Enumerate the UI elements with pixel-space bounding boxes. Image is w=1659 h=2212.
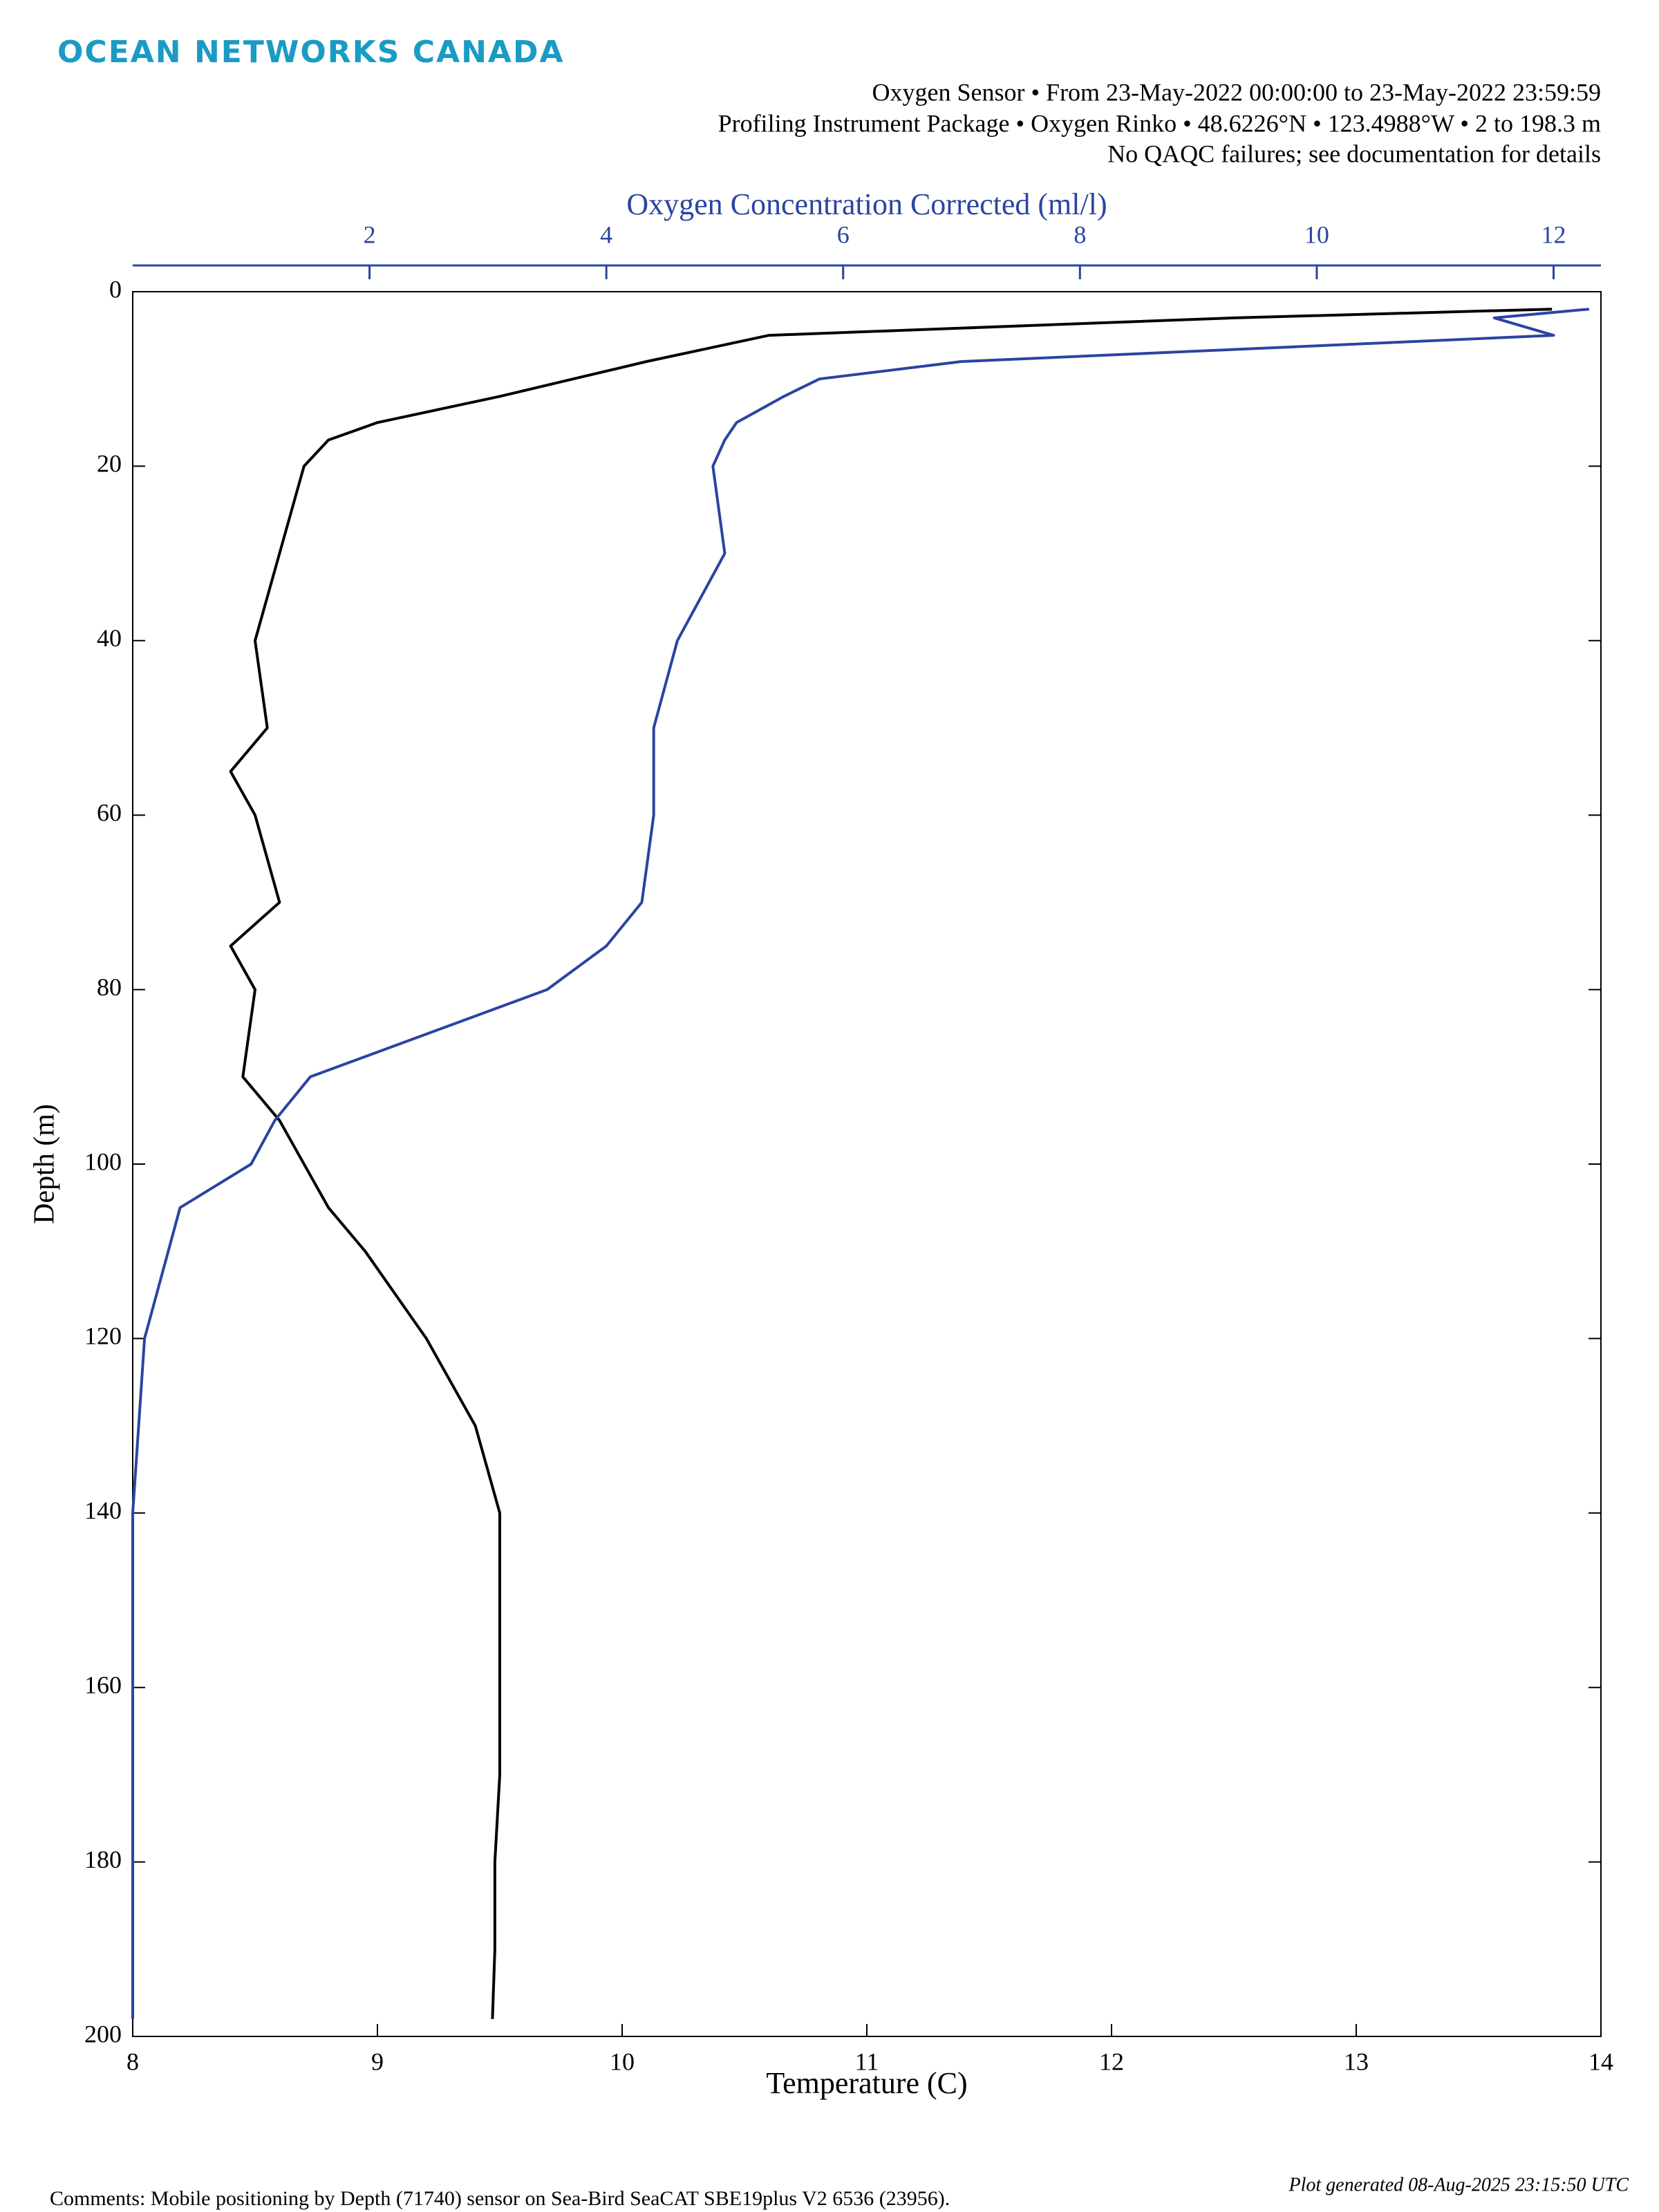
- y-tick-label: 0: [109, 275, 122, 303]
- y-tick-label: 80: [97, 973, 122, 1001]
- x2-tick-label: 10: [1304, 221, 1329, 248]
- x-tick-label: 11: [855, 2047, 879, 2075]
- profile-line: [229, 308, 1553, 2019]
- y-tick-label: 40: [97, 624, 122, 652]
- y-tick-label: 100: [84, 1147, 122, 1175]
- profile-line: [131, 308, 1590, 2019]
- x-tick-label: 8: [126, 2047, 139, 2075]
- y-tick-label: 140: [84, 1497, 122, 1524]
- x2-axis-label: Oxygen Concentration Corrected (ml/l): [626, 187, 1107, 221]
- x2-tick-label: 4: [600, 221, 612, 248]
- y-tick-label: 200: [84, 2020, 122, 2047]
- y-tick-label: 180: [84, 1846, 122, 1873]
- header-line: No QAQC failures; see documentation for …: [1107, 140, 1601, 167]
- x-tick-label: 14: [1588, 2047, 1613, 2075]
- y-tick-label: 60: [97, 798, 122, 826]
- y-tick-label: 20: [97, 450, 122, 478]
- x-tick-label: 12: [1099, 2047, 1124, 2075]
- y-tick-label: 120: [84, 1322, 122, 1350]
- x2-tick-label: 8: [1074, 221, 1086, 248]
- header-line: Oxygen Sensor • From 23-May-2022 00:00:0…: [872, 78, 1601, 106]
- generated-note: Plot generated 08-Aug-2025 23:15:50 UTC: [1288, 2174, 1629, 2195]
- comments: Comments: Mobile positioning by Depth (7…: [50, 2187, 950, 2210]
- x-tick-label: 9: [371, 2047, 384, 2075]
- logo: OCEAN NETWORKS CANADA: [57, 35, 565, 70]
- x2-tick-label: 2: [364, 221, 376, 248]
- x2-tick-label: 6: [837, 221, 850, 248]
- x-tick-label: 10: [610, 2047, 635, 2075]
- x-tick-label: 13: [1344, 2047, 1369, 2075]
- x2-tick-label: 12: [1541, 221, 1566, 248]
- y-axis-label: Depth (m): [29, 1104, 61, 1224]
- y-tick-label: 160: [84, 1671, 122, 1698]
- x-axis-label: Temperature (C): [766, 2066, 967, 2100]
- header-line: Profiling Instrument Package • Oxygen Ri…: [718, 109, 1601, 137]
